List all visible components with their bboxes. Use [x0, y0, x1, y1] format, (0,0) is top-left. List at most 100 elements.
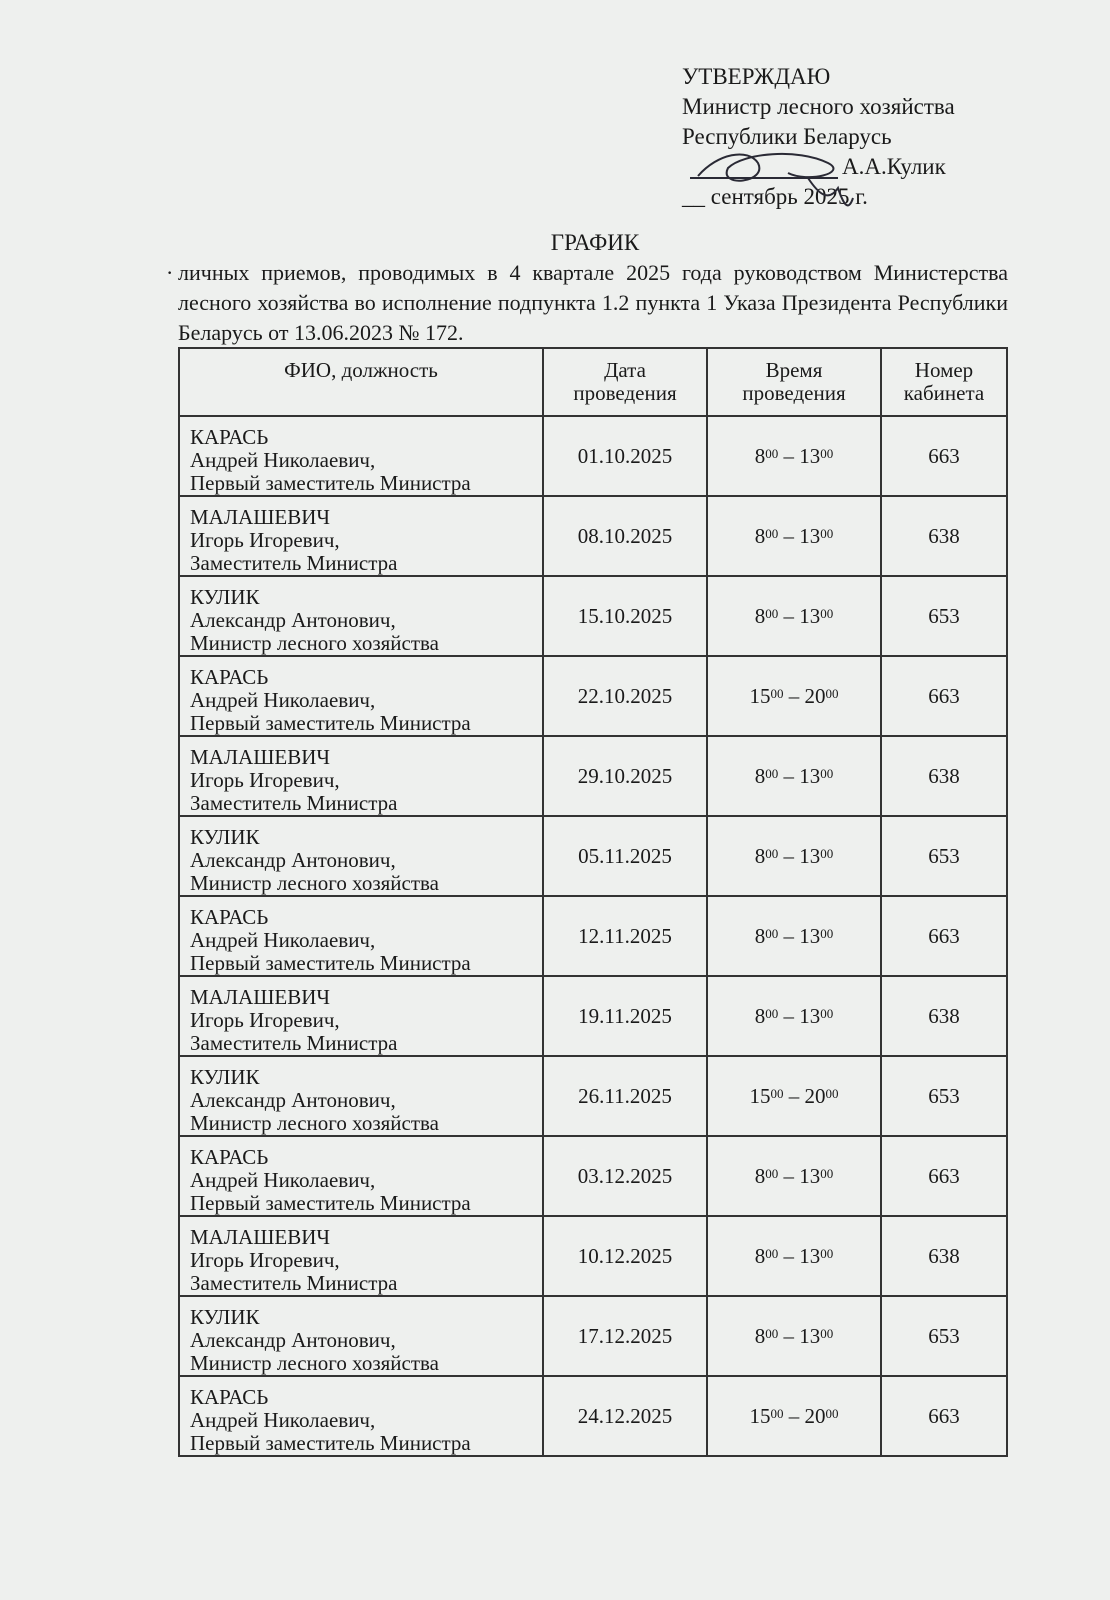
surname: КАРАСЬ — [190, 665, 269, 689]
schedule-table: ФИО, должность Дата проведения Время прове… — [178, 347, 1008, 1457]
given-names: Александр Антонович, — [190, 608, 396, 632]
table-row: МАЛАШЕВИЧ Игорь Игоревич, Заместитель Мини… — [178, 1215, 1008, 1297]
given-names: Александр Антонович, — [190, 1088, 396, 1112]
cell-date: 17.12.2025 — [542, 1295, 708, 1377]
cell-room: 638 — [880, 495, 1008, 577]
handwritten-signature — [690, 153, 854, 207]
position: Первый заместитель Министра — [190, 711, 471, 735]
position: Министр лесного хозяйства — [190, 1351, 439, 1375]
cell-room: 638 — [880, 1215, 1008, 1297]
table-row: КАРАСЬ Андрей Николаевич, Первый заместите… — [178, 895, 1008, 977]
cell-person: КУЛИК Александр Антонович, Министр лесного… — [178, 1055, 544, 1137]
cell-person: КАРАСЬ Андрей Николаевич, Первый заместите… — [178, 415, 544, 497]
table-row: КУЛИК Александр Антонович, Министр лесного… — [178, 1055, 1008, 1137]
cell-room: 663 — [880, 655, 1008, 737]
cell-time: 1500 – 2000 — [706, 1055, 882, 1137]
surname: МАЛАШЕВИЧ — [190, 505, 331, 529]
given-names: Александр Антонович, — [190, 1328, 396, 1352]
given-names: Игорь Игоревич, — [190, 768, 340, 792]
surname: КУЛИК — [190, 1065, 260, 1089]
cell-date: 22.10.2025 — [542, 655, 708, 737]
cell-person: МАЛАШЕВИЧ Игорь Игоревич, Заместитель Мини… — [178, 1215, 544, 1297]
cell-person: МАЛАШЕВИЧ Игорь Игоревич, Заместитель Мини… — [178, 495, 544, 577]
cell-room: 653 — [880, 575, 1008, 657]
cell-person: КАРАСЬ Андрей Николаевич, Первый заместите… — [178, 655, 544, 737]
cell-time: 800 – 1300 — [706, 415, 882, 497]
cell-date: 29.10.2025 — [542, 735, 708, 817]
cell-person: КАРАСЬ Андрей Николаевич, Первый заместите… — [178, 895, 544, 977]
cell-person: КАРАСЬ Андрей Николаевич, Первый заместите… — [178, 1135, 544, 1217]
position: Первый заместитель Министра — [190, 1191, 471, 1215]
position: Заместитель Министра — [190, 551, 398, 575]
document-title: ГРАФИК — [550, 230, 640, 255]
position: Заместитель Министра — [190, 1271, 398, 1295]
cell-room: 638 — [880, 975, 1008, 1057]
cell-date: 19.11.2025 — [542, 975, 708, 1057]
document-intro: · личных приемов, проводимых в 4 квартал… — [166, 260, 1008, 345]
position: Министр лесного хозяйства — [190, 1111, 439, 1135]
table-row: КАРАСЬ Андрей Николаевич, Первый заместите… — [178, 415, 1008, 497]
given-names: Андрей Николаевич, — [190, 1408, 376, 1432]
table-header-row: ФИО, должность Дата проведения Время прове… — [178, 347, 1008, 417]
cell-time: 800 – 1300 — [706, 975, 882, 1057]
surname: КАРАСЬ — [190, 425, 269, 449]
approval-position-country: Республики Беларусь — [682, 124, 892, 149]
table-row: МАЛАШЕВИЧ Игорь Игоревич, Заместитель Мини… — [178, 975, 1008, 1057]
cell-room: 663 — [880, 1135, 1008, 1217]
intro-text: личных приемов, проводимых в 4 квартале … — [178, 260, 1008, 345]
surname: КУЛИК — [190, 825, 260, 849]
surname: КАРАСЬ — [190, 1145, 269, 1169]
cell-time: 800 – 1300 — [706, 895, 882, 977]
cell-time: 1500 – 2000 — [706, 1375, 882, 1457]
surname: МАЛАШЕВИЧ — [190, 1225, 331, 1249]
position: Первый заместитель Министра — [190, 1431, 471, 1455]
cell-time: 1500 – 2000 — [706, 655, 882, 737]
given-names: Игорь Игоревич, — [190, 1248, 340, 1272]
surname: МАЛАШЕВИЧ — [190, 745, 331, 769]
position: Первый заместитель Министра — [190, 951, 471, 975]
given-names: Игорь Игоревич, — [190, 528, 340, 552]
cell-room: 653 — [880, 815, 1008, 897]
surname: КАРАСЬ — [190, 1385, 269, 1409]
given-names: Андрей Николаевич, — [190, 1168, 376, 1192]
table-row: КАРАСЬ Андрей Николаевич, Первый заместите… — [178, 1135, 1008, 1217]
approval-signatory: А.А.Кулик — [842, 154, 946, 179]
header-time: Время проведения — [706, 347, 882, 417]
cell-person: МАЛАШЕВИЧ Игорь Игоревич, Заместитель Мини… — [178, 735, 544, 817]
cell-room: 663 — [880, 895, 1008, 977]
position: Министр лесного хозяйства — [190, 631, 439, 655]
cell-person: КАРАСЬ Андрей Николаевич, Первый заместите… — [178, 1375, 544, 1457]
cell-room: 653 — [880, 1055, 1008, 1137]
cell-date: 24.12.2025 — [542, 1375, 708, 1457]
cell-person: КУЛИК Александр Антонович, Министр лесного… — [178, 575, 544, 657]
header-room: Номер кабинета — [880, 347, 1008, 417]
given-names: Андрей Николаевич, — [190, 448, 376, 472]
cell-date: 01.10.2025 — [542, 415, 708, 497]
cell-person: МАЛАШЕВИЧ Игорь Игоревич, Заместитель Мини… — [178, 975, 544, 1057]
cell-room: 653 — [880, 1295, 1008, 1377]
given-names: Александр Антонович, — [190, 848, 396, 872]
cell-person: КУЛИК Александр Антонович, Министр лесного… — [178, 1295, 544, 1377]
cell-time: 800 – 1300 — [706, 815, 882, 897]
cell-time: 800 – 1300 — [706, 1295, 882, 1377]
header-date: Дата проведения — [542, 347, 708, 417]
cell-time: 800 – 1300 — [706, 1135, 882, 1217]
cell-time: 800 – 1300 — [706, 735, 882, 817]
header-fio: ФИО, должность — [178, 347, 544, 417]
cell-date: 26.11.2025 — [542, 1055, 708, 1137]
cell-person: КУЛИК Александр Антонович, Министр лесного… — [178, 815, 544, 897]
position: Первый заместитель Министра — [190, 471, 471, 495]
cell-date: 05.11.2025 — [542, 815, 708, 897]
cell-date: 10.12.2025 — [542, 1215, 708, 1297]
table-row: КУЛИК Александр Антонович, Министр лесного… — [178, 575, 1008, 657]
surname: КАРАСЬ — [190, 905, 269, 929]
cell-room: 638 — [880, 735, 1008, 817]
position: Заместитель Министра — [190, 791, 398, 815]
table-row: МАЛАШЕВИЧ Игорь Игоревич, Заместитель Мини… — [178, 495, 1008, 577]
cell-time: 800 – 1300 — [706, 495, 882, 577]
table-row: МАЛАШЕВИЧ Игорь Игоревич, Заместитель Мини… — [178, 735, 1008, 817]
cell-date: 15.10.2025 — [542, 575, 708, 657]
table-row: КАРАСЬ Андрей Николаевич, Первый заместите… — [178, 1375, 1008, 1457]
approval-position: Министр лесного хозяйства — [682, 94, 955, 119]
approval-heading: УТВЕРЖДАЮ — [682, 64, 831, 89]
